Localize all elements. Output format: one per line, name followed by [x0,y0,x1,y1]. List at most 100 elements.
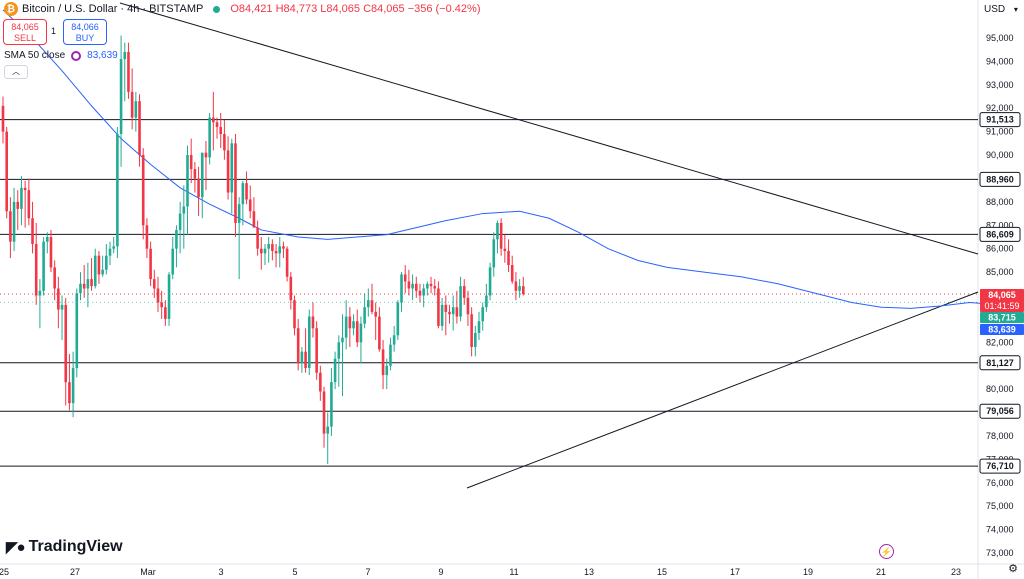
level-tag [979,403,1021,419]
price-tag-label: 84,065 [988,290,1016,300]
candle-body [86,279,90,289]
candle-body [160,302,163,308]
gear-icon[interactable]: ⚙ [1008,563,1018,575]
candle-body [311,316,315,329]
y-tick-label: 86,000 [986,244,1014,254]
buy-label: BUY [75,33,95,43]
candle-body [241,183,245,205]
candle-body [477,321,481,333]
tradingview-mark-icon: ◤● [6,539,26,556]
candle-body [5,131,8,212]
level-tag-label: 81,127 [986,358,1014,368]
visibility-icon[interactable] [71,50,82,61]
symbol-header[interactable]: ₿ Bitcoin / U.S. Dollar · 4h · BITSTAMP … [4,2,480,16]
candle-body [300,351,304,364]
candle-body [256,227,259,249]
candle-body [440,304,444,326]
x-tick-label: 25 [0,567,9,577]
level-tag [979,171,1021,187]
candle-body [230,143,234,193]
candle-body [23,187,27,191]
candle-body [34,244,38,296]
candle-body [503,248,507,252]
y-tick-label: 78,000 [986,431,1014,441]
candle-body [189,155,193,170]
sell-button[interactable]: 84,065 SELL [3,19,47,45]
x-tick-label: 5 [292,567,297,577]
candle-body [9,211,12,242]
descending-trendline [119,2,979,255]
candle-body [215,122,219,127]
y-tick-label: 87,000 [986,220,1014,230]
candle-body [271,244,274,252]
candle-body [355,321,359,343]
candle-body [171,248,175,275]
candle-body [492,239,496,268]
candle-body [263,248,267,254]
candle-body [164,307,167,319]
ohlc-values: O84,421 H84,773 L84,065 C84,065 −356 (−0… [230,3,481,15]
candle-body [105,255,108,270]
candle-body [437,288,440,326]
candle-body [12,201,16,242]
candle-body [459,286,462,317]
candle-body [426,283,429,289]
candle-body [79,283,82,294]
candle-body [521,286,525,294]
sma-legend[interactable]: SMA 50 close 83,639 [4,50,118,61]
candle-body [75,293,79,369]
tradingview-logo: ◤● TradingView [6,538,123,556]
collapse-legend-button[interactable]: ︿ [4,65,28,79]
candle-body [152,279,156,289]
candle-body [31,218,34,244]
candle-body [510,265,514,282]
candle-body [212,117,215,123]
candle-body [514,281,518,291]
candle-body [307,316,311,369]
candle-body [175,229,178,249]
candle-body [127,52,130,92]
candle-body [45,236,49,242]
level-tag [979,355,1021,371]
candle-body [82,283,86,289]
symbol-title[interactable]: Bitcoin / U.S. Dollar · 4h · BITSTAMP [22,3,204,15]
candle-body [451,307,455,315]
price-tag [980,289,1024,312]
candle-body [330,382,333,427]
candle-body [182,206,186,214]
candle-body [134,101,138,118]
candle-body [407,281,411,289]
y-tick-label: 92,000 [986,103,1014,113]
candle-body [130,91,134,118]
candle-body [123,52,127,60]
candle-body [485,295,488,308]
level-tag-label: 76,710 [986,461,1014,471]
candle-body [304,351,307,369]
candle-body [422,288,425,296]
buy-button[interactable]: 84,066 BUY [63,19,107,45]
candle-body [68,382,71,404]
y-tick-label: 88,000 [986,197,1014,207]
currency-selector[interactable]: USD ▾ [980,2,1020,18]
candle-body [197,178,200,198]
candle-body [252,211,256,228]
price-tag-label: 83,715 [988,313,1016,323]
candle-body [245,183,248,200]
candle-body [392,335,396,345]
y-tick-label: 85,000 [986,267,1014,277]
candle-body [403,274,407,282]
candle-body [267,244,270,249]
candle-body [385,365,389,376]
candle-body [93,255,97,287]
candle-body [363,307,366,324]
candle-body [518,286,521,291]
lightning-icon[interactable]: ⚡ [879,544,894,559]
candle-body [444,304,448,312]
candle-body [20,187,23,209]
candle-body [341,337,344,343]
sell-price: 84,065 [11,22,39,32]
candle-body [319,372,322,392]
market-status-icon [213,5,221,13]
candle-body [90,279,93,287]
